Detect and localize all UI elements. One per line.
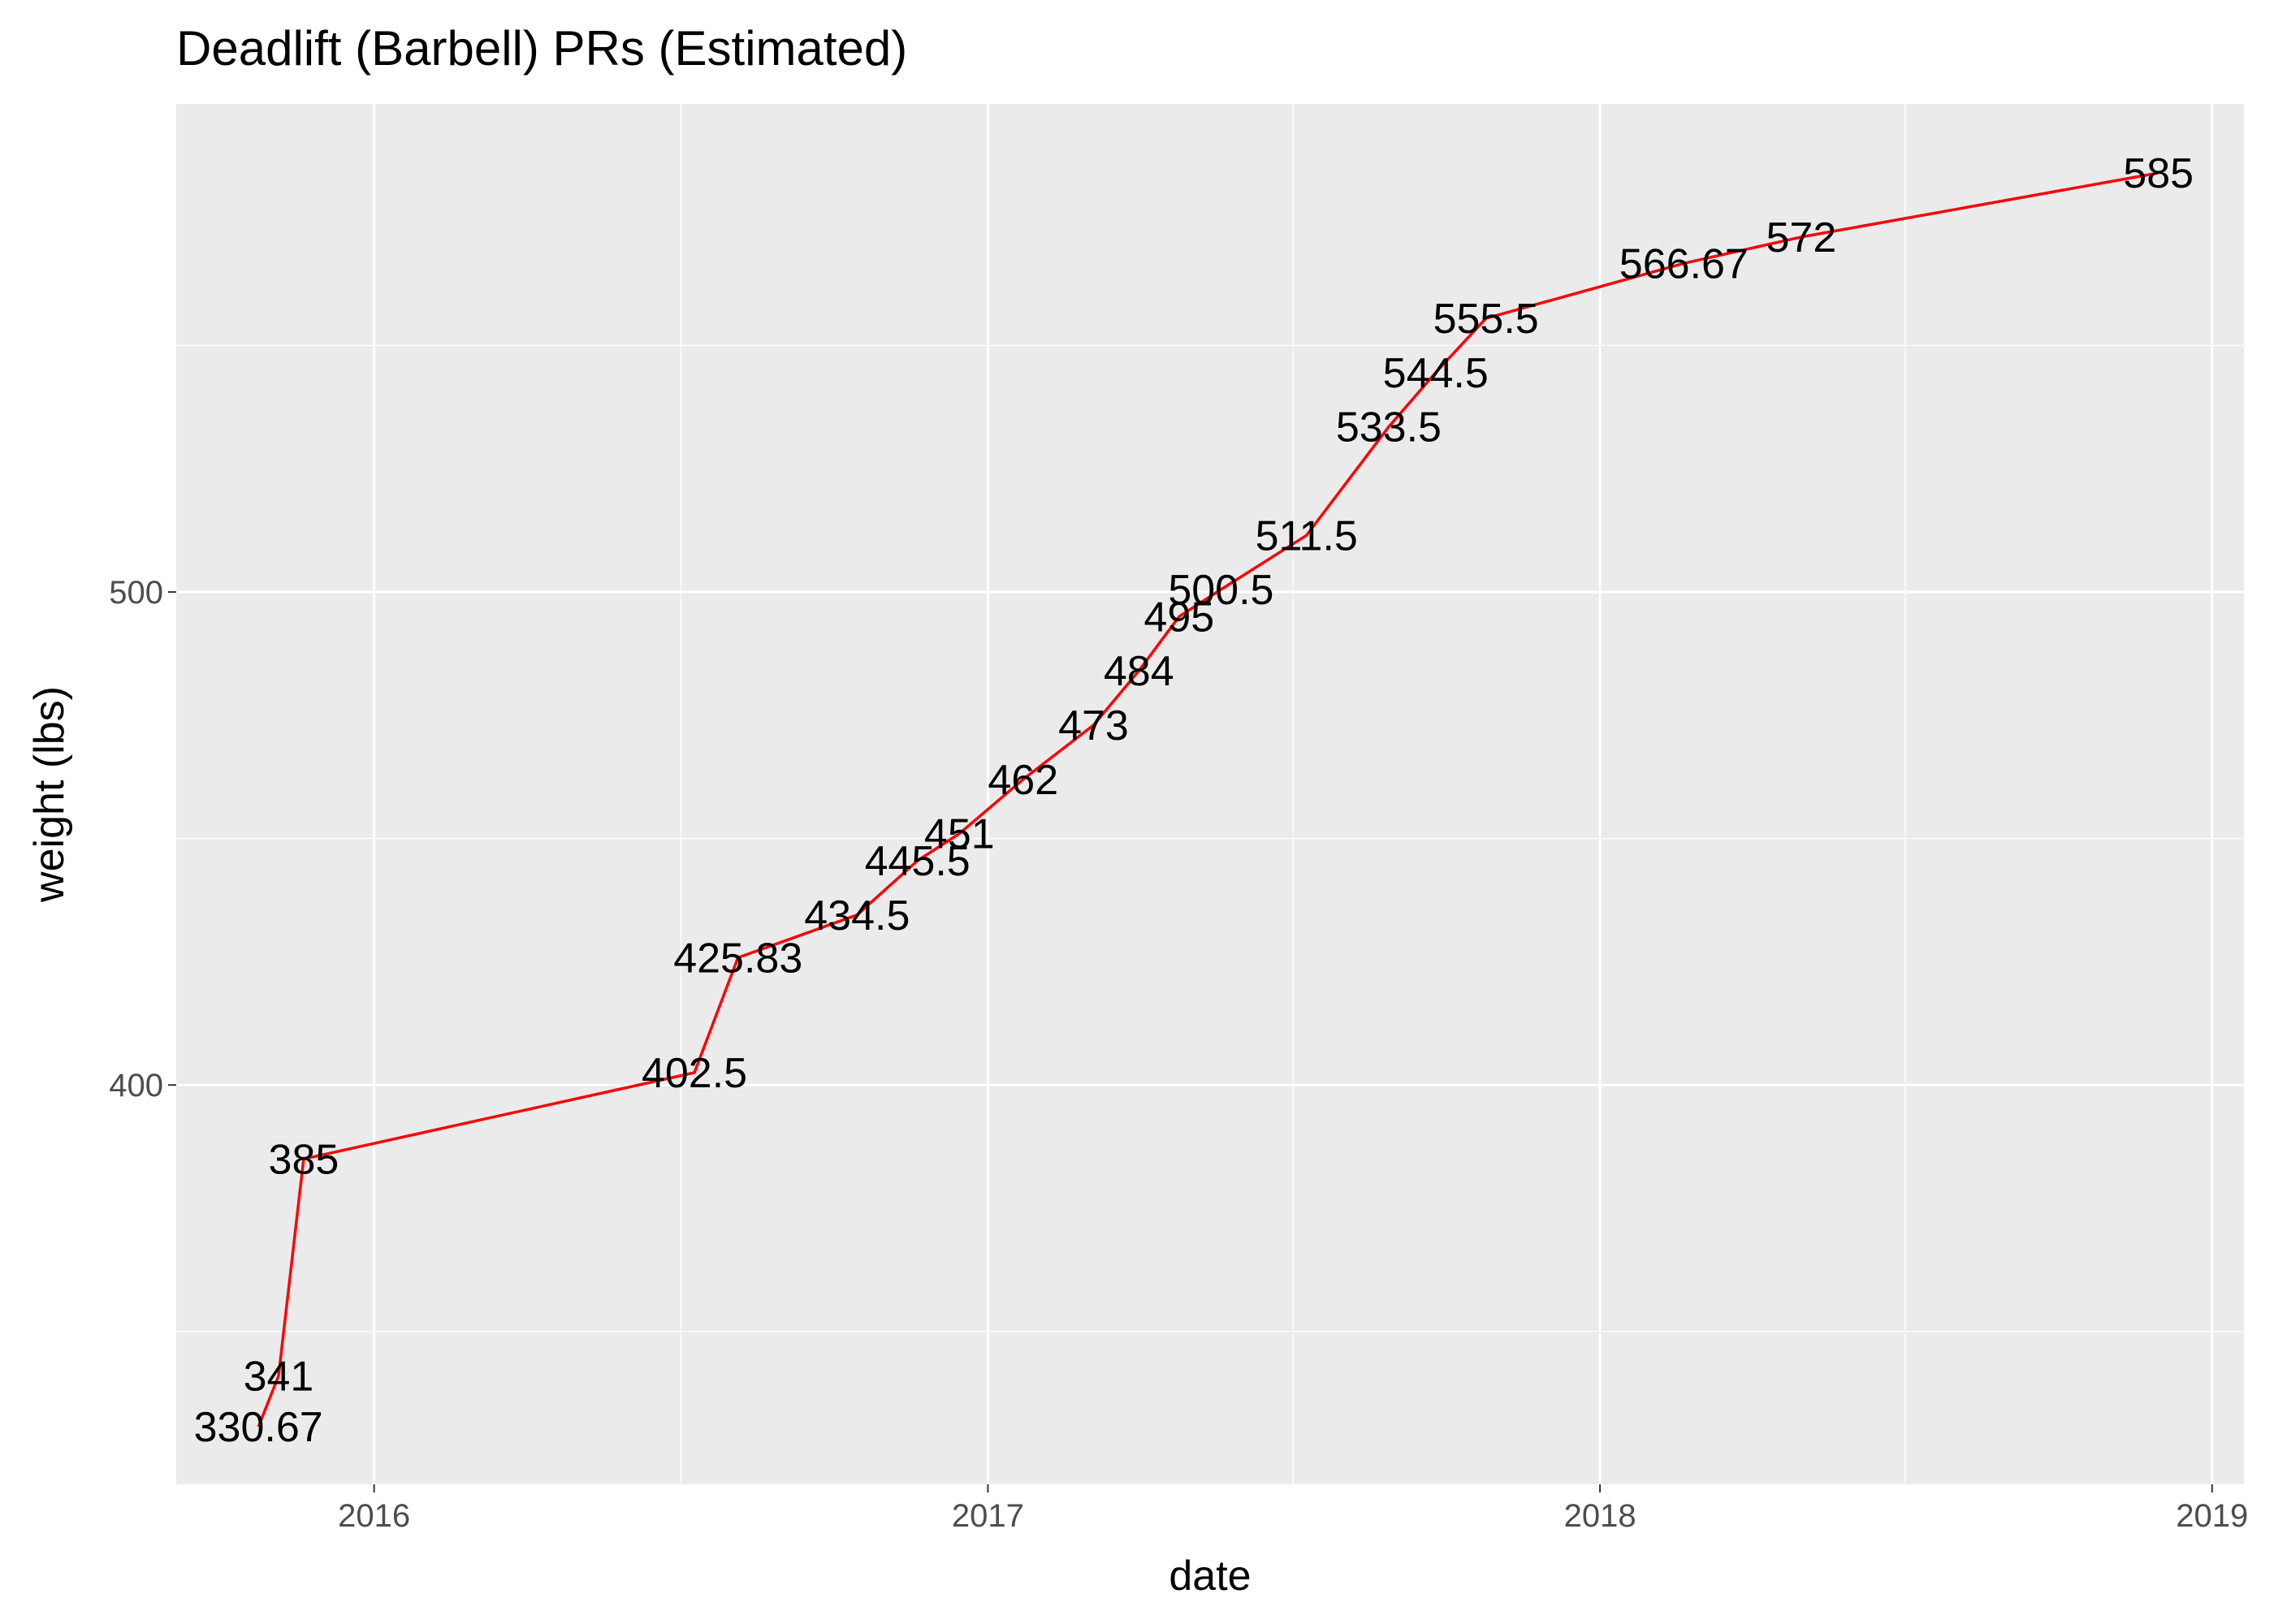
data-label: 555.5 (1433, 296, 1539, 343)
data-label: 572 (1766, 214, 1836, 261)
data-label: 402.5 (642, 1050, 747, 1097)
x-tick-label: 2018 (1564, 1498, 1636, 1534)
panel-background (176, 104, 2244, 1484)
x-tick-label: 2019 (2176, 1498, 2248, 1534)
data-label: 473 (1058, 702, 1129, 749)
data-label: 451 (924, 811, 995, 858)
data-label: 425.83 (673, 935, 802, 982)
data-label: 511.5 (1256, 512, 1358, 559)
data-label: 445.5 (865, 838, 971, 885)
data-label: 434.5 (804, 892, 910, 939)
y-tick-label: 500 (109, 575, 163, 611)
data-labels: 330.67341385402.5425.83434.5445.54514624… (194, 150, 2194, 1451)
data-label: 544.5 (1383, 350, 1489, 397)
data-label: 500.5 (1168, 567, 1273, 614)
x-axis-title: date (1169, 1553, 1251, 1600)
x-tick-label: 2016 (338, 1498, 410, 1534)
series-line (257, 171, 2159, 1427)
y-tick-label: 400 (109, 1068, 163, 1104)
data-label: 462 (988, 757, 1058, 804)
data-label: 585 (2123, 150, 2194, 197)
data-label: 385 (269, 1136, 339, 1183)
x-tick-label: 2017 (952, 1498, 1024, 1534)
data-label: 330.67 (194, 1404, 323, 1451)
grid-lines (176, 104, 2244, 1484)
y-axis-title: weight (lbs) (26, 686, 73, 903)
data-label: 495 (1143, 594, 1214, 641)
chart-title: Deadlift (Barbell) PRs (Estimated) (176, 21, 907, 76)
x-axis: 2016 2017 2018 2019 (338, 1484, 2248, 1534)
data-label: 533.5 (1336, 404, 1442, 451)
data-label: 341 (244, 1353, 314, 1400)
y-axis: 400 500 (109, 575, 176, 1104)
data-label: 484 (1104, 648, 1174, 695)
data-label: 566.67 (1619, 240, 1749, 287)
